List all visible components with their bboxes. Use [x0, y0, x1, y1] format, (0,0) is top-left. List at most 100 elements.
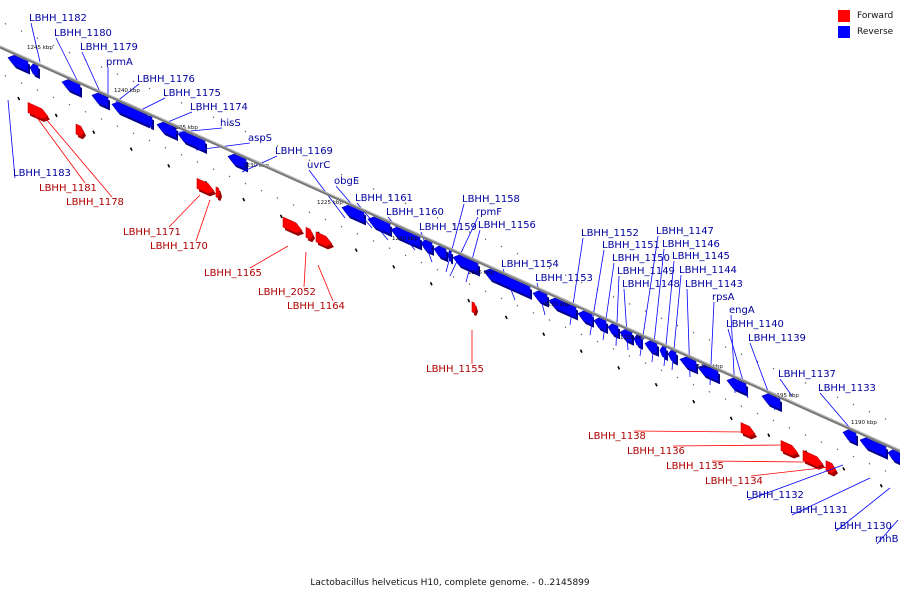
gene-arrow-body: [577, 310, 593, 326]
gene-label-LBHH_1147: LBHH_1147: [656, 226, 714, 237]
minor-tick: [564, 274, 567, 277]
minor-tick: [740, 353, 743, 356]
major-tick: [279, 214, 283, 219]
gene-arrow-LBHH_1138: [740, 422, 757, 440]
leader-LBHH_1131: [791, 477, 871, 516]
gene-arrow-LBHH_1153: [532, 290, 549, 308]
minor-tick: [388, 247, 391, 250]
minor-tick: [212, 116, 215, 119]
gene-arrow-body: [679, 356, 697, 372]
major-tick: [879, 483, 883, 488]
scale-label: 1220 kbp: [392, 236, 418, 242]
leader-LBHH_1135: [711, 460, 806, 463]
minor-tick: [628, 355, 631, 357]
gene-arrow-body: [156, 121, 177, 139]
gene-label-obgE: obgE: [334, 176, 359, 187]
minor-tick: [740, 405, 743, 408]
minor-tick: [756, 360, 759, 363]
gene-label-LBHH_1161: LBHH_1161: [355, 193, 413, 204]
minor-tick: [196, 161, 199, 163]
minor-tick: [4, 22, 7, 25]
scale-label: 1205 kbp: [620, 335, 646, 341]
major-tick: [429, 281, 433, 286]
minor-tick: [724, 346, 727, 348]
leader-LBHH_1146: [651, 248, 665, 363]
gene-arrow-body: [452, 254, 479, 275]
leader-rpmF: [449, 216, 479, 277]
minor-tick: [804, 434, 807, 436]
leader-LBHH_1165: [249, 245, 289, 269]
major-tick: [767, 433, 771, 438]
major-tick: [392, 265, 396, 269]
gene-label-LBHH_1174: LBHH_1174: [190, 102, 248, 113]
gene-arrow-LBHH_1181: [27, 102, 50, 122]
minor-tick: [452, 224, 455, 226]
gene-label-LBHH_1146: LBHH_1146: [662, 239, 720, 250]
leader-LBHH_1137: [779, 378, 793, 397]
gene-arrow-LBHH_1171: [196, 177, 216, 197]
gene-arrow-body: [146, 115, 153, 128]
minor-tick: [500, 297, 503, 300]
minor-tick: [532, 311, 535, 314]
minor-tick: [868, 462, 871, 465]
gene-arrow-body: [859, 437, 887, 458]
minor-tick: [20, 82, 23, 84]
gene-label-LBHH_1155: LBHH_1155: [426, 364, 484, 375]
minor-tick: [196, 109, 199, 111]
leader-LBHH_1132: [747, 464, 844, 501]
gene-arrow-hisS: [156, 121, 178, 142]
forward-swatch: [838, 10, 850, 22]
minor-tick: [164, 146, 167, 149]
gene-arrow-body: [532, 290, 548, 306]
gene-label-LBHH_1181: LBHH_1181: [39, 183, 97, 194]
genome-axis-line: [0, 45, 900, 453]
gene-label-LBHH_1143: LBHH_1143: [685, 279, 743, 290]
minor-tick: [52, 96, 55, 99]
gene-arrow-body: [471, 301, 477, 314]
major-tick: [504, 315, 508, 320]
major-tick: [579, 349, 583, 353]
gene-label-LBHH_1140: LBHH_1140: [726, 319, 784, 330]
gene-arrow-LBHH_1180: [29, 63, 40, 80]
gene-label-uvrC: uvrC: [307, 160, 330, 171]
gene-label-LBHH_1156: LBHH_1156: [478, 220, 536, 231]
gene-label-LBHH_1159: LBHH_1159: [419, 222, 477, 233]
leader-LBHH_1176: [115, 83, 140, 103]
major-tick: [129, 147, 133, 151]
minor-tick: [228, 123, 231, 126]
gene-arrow-body: [282, 216, 303, 234]
minor-tick: [692, 331, 695, 334]
gene-arrow-body: [315, 231, 333, 247]
leader-LBHH_1152: [569, 237, 584, 326]
leader-LBHH_1130: [835, 487, 891, 532]
leader-LBHH_1151: [589, 249, 605, 336]
minor-tick: [164, 94, 167, 97]
minor-tick: [756, 412, 759, 415]
minor-tick: [660, 369, 663, 372]
minor-tick: [772, 367, 775, 370]
minor-tick: [436, 216, 439, 219]
gene-arrow-LBHH_1182: [7, 54, 30, 75]
gene-arrow-LBHH_1131: [887, 449, 900, 466]
leader-LBHH_1174: [157, 111, 193, 127]
minor-tick: [116, 125, 119, 128]
minor-tick: [276, 197, 279, 199]
gene-arrow-body: [740, 422, 756, 437]
scale-label: 1215 kbp: [468, 270, 494, 276]
minor-tick: [372, 240, 375, 242]
minor-tick: [484, 290, 487, 293]
minor-tick: [4, 74, 7, 77]
label-leader-lines: [7, 22, 899, 545]
minor-tick: [644, 310, 647, 313]
minor-tick: [868, 410, 871, 413]
minor-tick: [708, 338, 711, 341]
leader-LBHH_1179: [81, 51, 101, 93]
leader-LBHH_2052: [303, 251, 307, 288]
minor-tick: [852, 403, 855, 406]
gene-label-LBHH_1151: LBHH_1151: [602, 240, 660, 251]
gene-label-LBHH_1137: LBHH_1137: [778, 369, 836, 380]
gene-arrow-body: [667, 349, 677, 363]
minor-tick: [36, 37, 39, 40]
minor-tick: [772, 419, 775, 422]
